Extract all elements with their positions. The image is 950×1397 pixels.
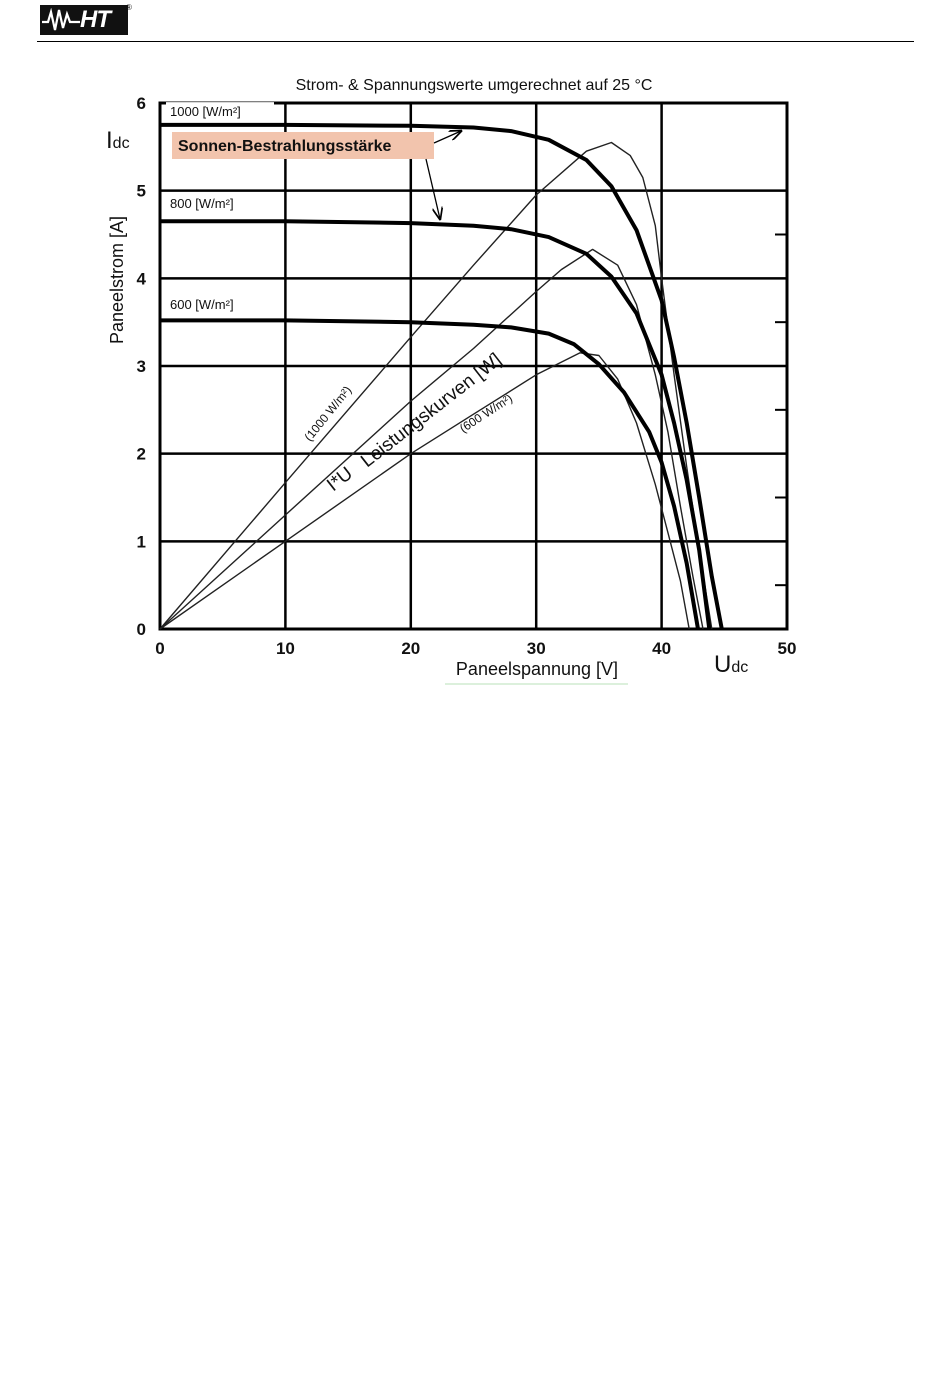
- waveform-icon: [42, 8, 80, 31]
- x-tick-label: 10: [276, 639, 295, 658]
- power-series-label: (600 W/m²): [457, 391, 515, 435]
- power-curve: [159, 352, 690, 630]
- iv-curves: [160, 122, 724, 630]
- power-series-label: (1000 W/m²): [301, 383, 354, 444]
- iv-curve: [160, 219, 712, 630]
- y-tick-label: 5: [137, 182, 146, 201]
- irradiance-label: Sonnen-Bestrahlungsstärke: [178, 138, 391, 155]
- annotations: 1000 [W/m²] 800 [W/m²] 600 [W/m²] Sonnen-Be…: [166, 102, 515, 496]
- y-tick-label: 1: [137, 532, 146, 551]
- irradiance-arrow: [425, 158, 440, 219]
- registered-mark: ®: [126, 3, 132, 12]
- logo-text: HT: [80, 6, 111, 33]
- irradiance-label-box: [172, 132, 434, 159]
- y-tick-label: 3: [137, 357, 146, 376]
- iv-characteristic-chart: Strom- & Spannungswerte umgerechnet auf …: [106, 77, 797, 685]
- x-tick-label: 50: [778, 639, 797, 658]
- iv-label-background: [166, 295, 274, 314]
- y-tick-label: 0: [137, 620, 146, 639]
- iv-curve: [160, 122, 724, 630]
- y-axis-symbol: Idc: [106, 127, 130, 154]
- header-rule: [37, 41, 914, 42]
- power-curve: [159, 248, 704, 630]
- power-symbol-label: I*U: [323, 463, 357, 496]
- irradiance-arrow: [433, 131, 461, 144]
- ht-logo: HT: [40, 5, 128, 35]
- y-tick-label: 2: [137, 445, 146, 464]
- chart-title: Strom- & Spannungswerte umgerechnet auf …: [296, 77, 653, 94]
- iv-series-label: 800 [W/m²]: [170, 196, 234, 211]
- y-tick-label: 4: [137, 269, 147, 288]
- iv-label-background: [166, 194, 274, 213]
- iv-label-background: [166, 102, 274, 121]
- axis-ticks: 0 10 20 30 40 50 0 1 2 3 4 5 6 Paneelspannung [V] Pane…: [106, 94, 797, 685]
- x-axis-label: Paneelspannung [V]: [456, 659, 618, 679]
- plot-frame: [158, 101, 789, 631]
- x-axis-symbol: Udc: [714, 651, 748, 678]
- power-curve: [159, 141, 713, 630]
- iv-curve: [160, 318, 700, 630]
- iv-series-label: 600 [W/m²]: [170, 297, 234, 312]
- x-tick-label: 0: [155, 639, 164, 658]
- x-tick-label: 20: [401, 639, 420, 658]
- x-tick-label: 40: [652, 639, 671, 658]
- iv-series-label: 1000 [W/m²]: [170, 104, 241, 119]
- y-tick-label: 6: [137, 94, 146, 113]
- x-tick-label: 30: [527, 639, 546, 658]
- y-axis-label: Paneelstrom [A]: [107, 216, 127, 344]
- page-header: HT ®: [0, 0, 950, 44]
- power-curves: [159, 141, 713, 630]
